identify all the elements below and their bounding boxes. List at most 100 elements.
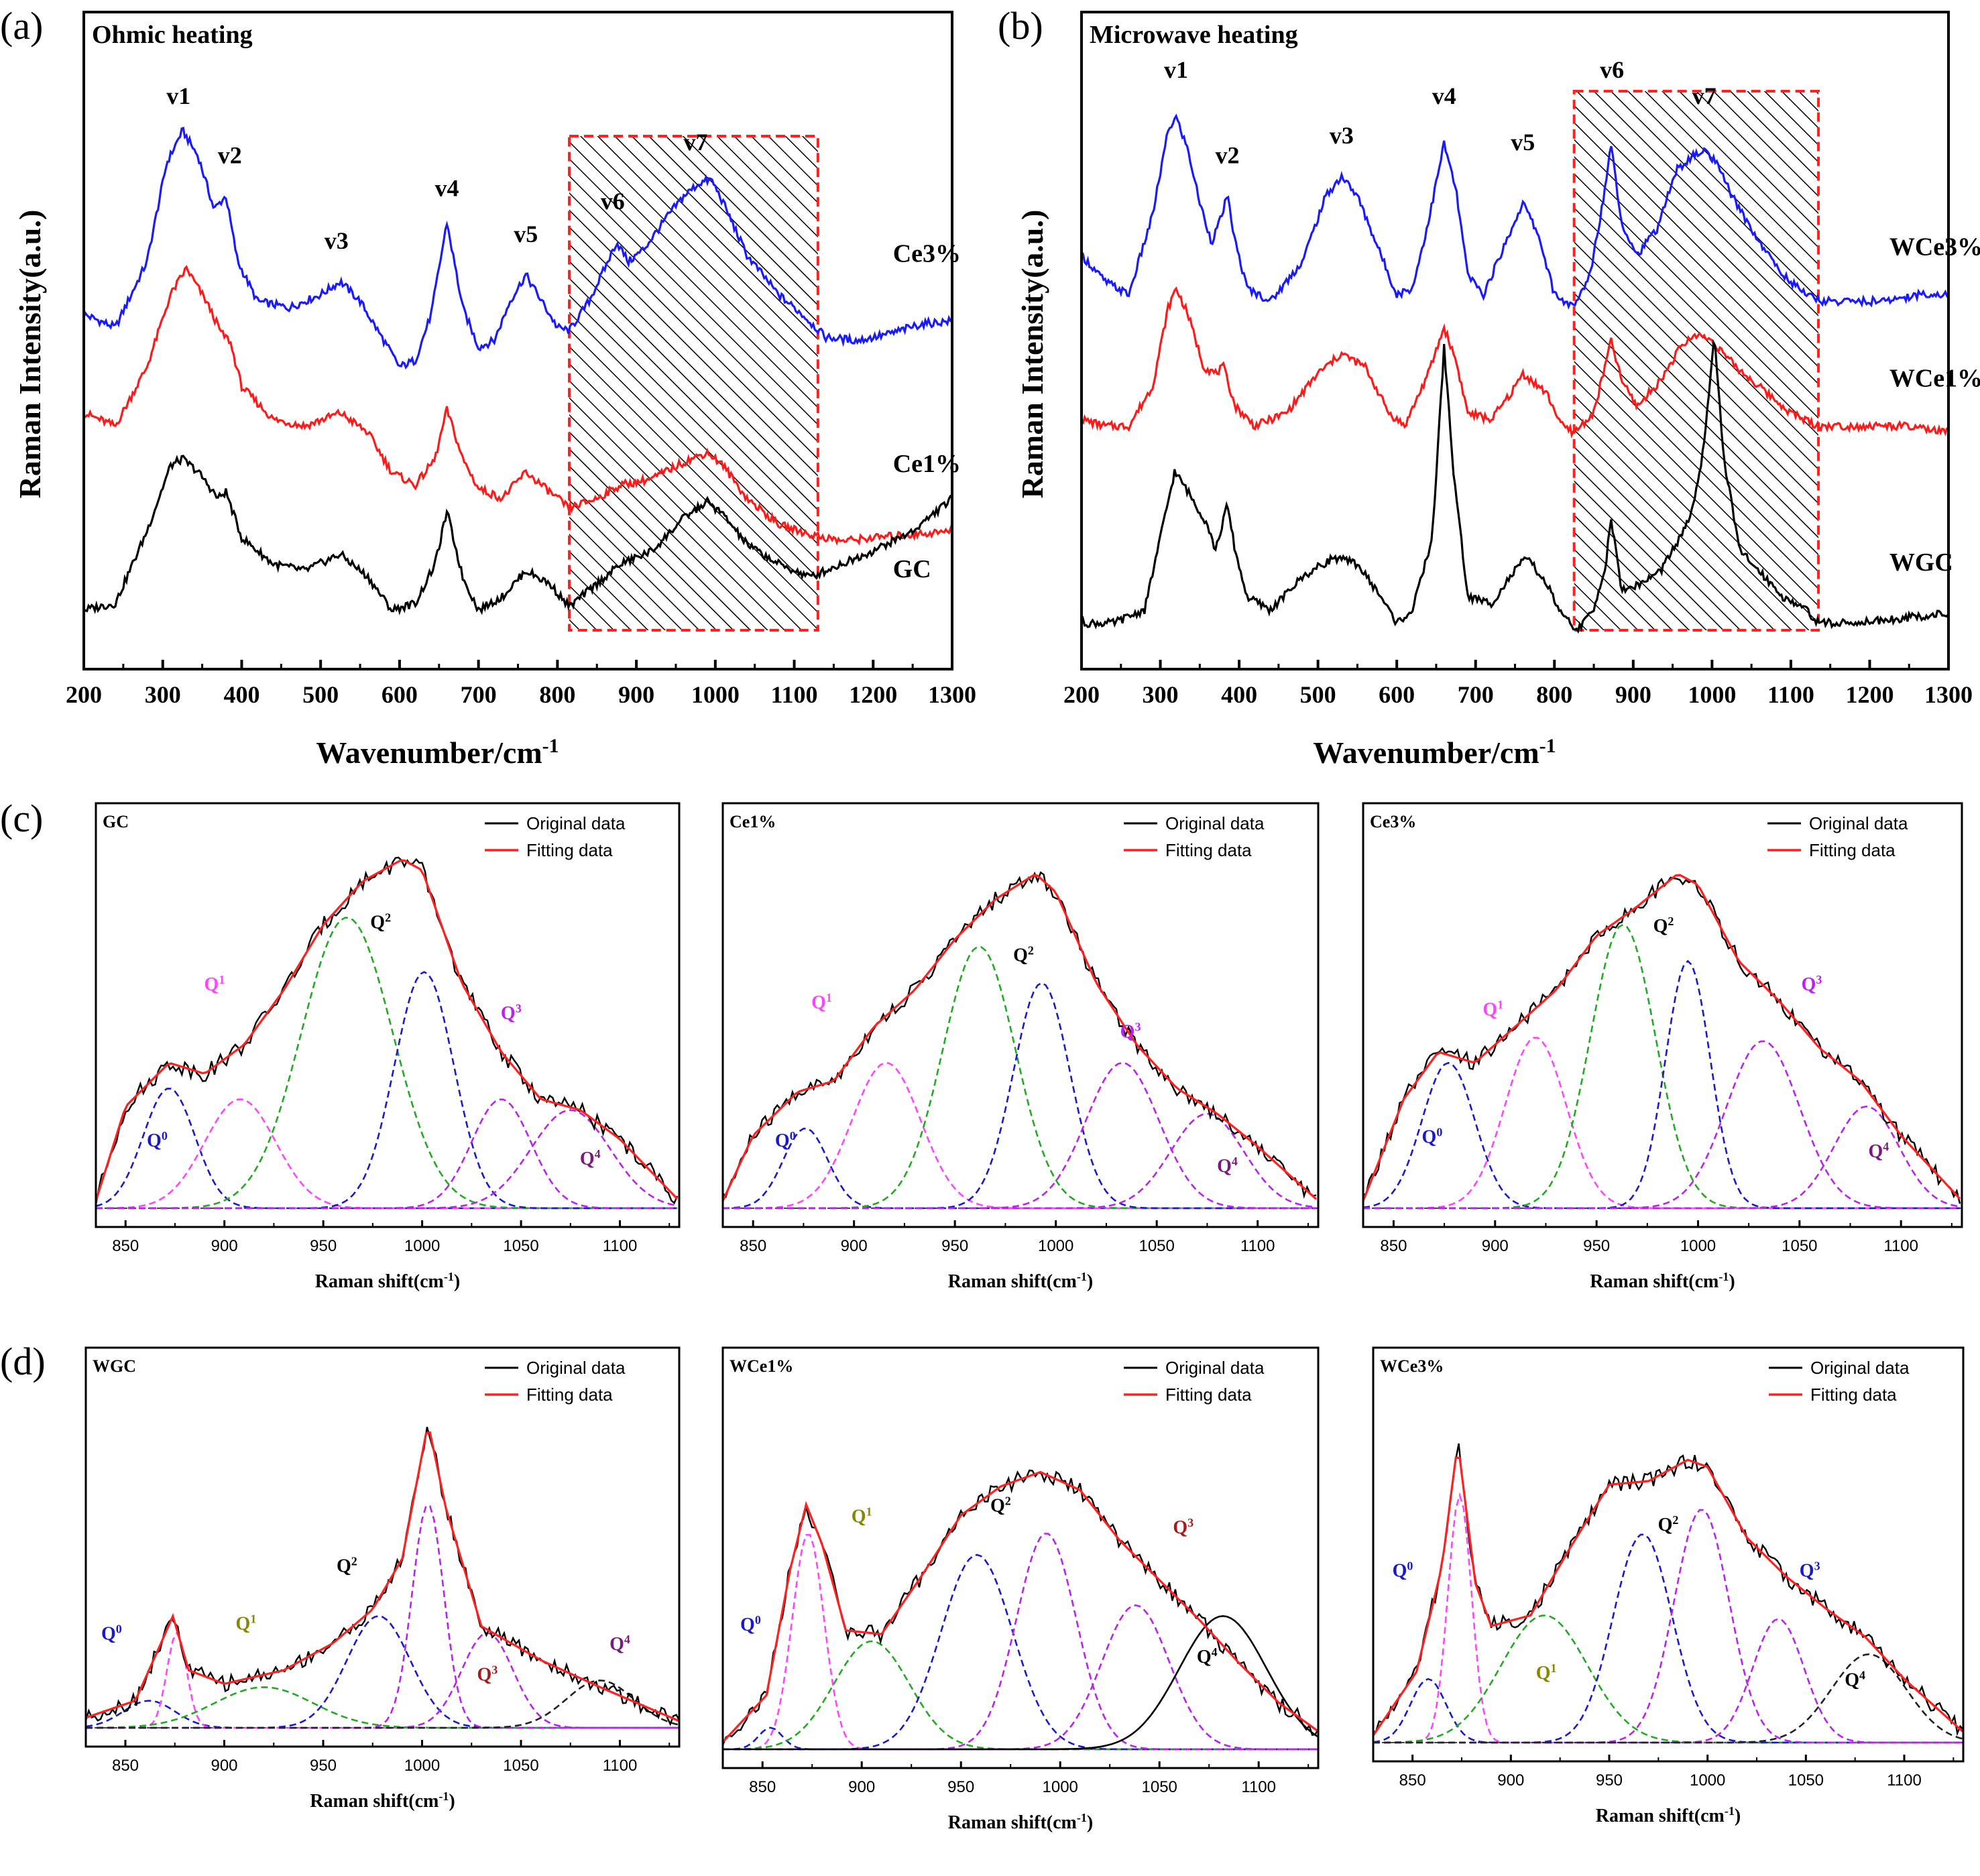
label-sup: -1 bbox=[1719, 1270, 1729, 1283]
label-base: Q bbox=[811, 992, 826, 1013]
component-peak-2 bbox=[86, 1686, 679, 1729]
x-tick-label: 600 bbox=[1379, 681, 1415, 708]
x-tick-label: 850 bbox=[1380, 1237, 1407, 1255]
plot-title: WCe3% bbox=[1380, 1356, 1444, 1376]
series-label-WGC: WGC bbox=[1889, 548, 1953, 577]
peak-label-v6: v6 bbox=[1600, 56, 1624, 83]
legend-fitting-data: Fitting data bbox=[526, 840, 613, 860]
plot-frame bbox=[721, 1346, 1320, 1769]
x-tick-label: 1100 bbox=[1240, 1237, 1275, 1255]
component-peak-0 bbox=[85, 1700, 679, 1729]
y-axis-label: Raman Intensity(a.u.) bbox=[13, 210, 47, 499]
fitting-data-line bbox=[1362, 874, 1961, 1201]
label-base: Q bbox=[337, 1556, 351, 1577]
label-sup: 1 bbox=[1551, 1661, 1557, 1675]
label-sup: 0 bbox=[1407, 1559, 1413, 1572]
x-axis-label: Raman shift(cm-1) bbox=[1596, 1804, 1741, 1826]
component-peak-2 bbox=[96, 917, 678, 1210]
q-label-3: Q3 bbox=[1802, 973, 1822, 995]
label-tail: ) bbox=[1729, 1271, 1735, 1292]
x-tick-label: 900 bbox=[841, 1237, 868, 1255]
label-sup: -1 bbox=[1539, 735, 1556, 757]
panel-d-WCe1: 850 900 950 1000 1050 1100 WCe1% Original data F… bbox=[721, 1346, 1320, 1833]
component-peak-5 bbox=[86, 1632, 679, 1729]
series-line-GC bbox=[82, 455, 953, 615]
label-sup: 4 bbox=[1212, 1645, 1218, 1659]
series-line-Ce1% bbox=[83, 265, 953, 546]
label-base: Q bbox=[1197, 1647, 1212, 1667]
label-sup: 4 bbox=[1859, 1669, 1865, 1682]
q-label-2: Q2 bbox=[1653, 915, 1674, 937]
label-sup: 2 bbox=[385, 911, 391, 925]
label-base: Q bbox=[501, 1003, 516, 1024]
q-label-1: Q1 bbox=[1536, 1661, 1557, 1684]
label-base: Q bbox=[1173, 1517, 1187, 1538]
label-base: Q bbox=[1482, 1000, 1497, 1020]
series-line-WGC bbox=[1080, 339, 1950, 634]
q-label-1: Q1 bbox=[236, 1613, 257, 1635]
component-peak-3 bbox=[1373, 1533, 1963, 1744]
label-sup: 0 bbox=[790, 1129, 796, 1142]
label-base: Q bbox=[236, 1614, 251, 1635]
x-tick-label: 900 bbox=[211, 1757, 237, 1775]
legend-original-data: Original data bbox=[1810, 1358, 1910, 1378]
x-tick-label: 500 bbox=[1300, 681, 1336, 708]
q-label-0: Q0 bbox=[1393, 1559, 1413, 1581]
shaded-region bbox=[568, 135, 819, 632]
label-base: Q bbox=[477, 1664, 491, 1685]
legend-original-data: Original data bbox=[1809, 813, 1908, 833]
label-sup: 4 bbox=[1883, 1140, 1889, 1153]
plot-frame bbox=[84, 1346, 681, 1748]
x-tick-label: 500 bbox=[302, 681, 339, 708]
legend-original-data: Original data bbox=[1165, 1358, 1265, 1378]
original-data-line bbox=[721, 1469, 1320, 1746]
panel-c-GC: (c) 850 900 950 1000 1050 1100 GC Original data F… bbox=[0, 797, 681, 1292]
x-tick-label: 1050 bbox=[503, 1757, 538, 1775]
label-base: Q bbox=[1802, 974, 1816, 995]
series-label-WCe3%: WCe3% bbox=[1889, 233, 1980, 261]
legend-original-data: Original data bbox=[526, 813, 626, 833]
q-label-3: Q3 bbox=[477, 1663, 498, 1685]
component-peak-5 bbox=[723, 1604, 1318, 1751]
legend-fitting-data: Fitting data bbox=[1165, 840, 1252, 860]
legend-fitting-data: Fitting data bbox=[1809, 840, 1896, 860]
plot-title: GC bbox=[103, 812, 129, 831]
component-peak-5 bbox=[1373, 1618, 1963, 1744]
x-tick-label: 850 bbox=[112, 1757, 139, 1775]
x-tick-label: 1000 bbox=[691, 681, 740, 708]
x-axis-label: Raman shift(cm-1) bbox=[310, 1790, 455, 1812]
x-tick-label: 1000 bbox=[1680, 1237, 1716, 1255]
label-sup: 3 bbox=[1814, 1559, 1820, 1572]
x-tick-label: 1000 bbox=[1690, 1771, 1725, 1790]
x-tick-label: 1000 bbox=[404, 1757, 440, 1775]
x-tick-label: 1100 bbox=[1767, 681, 1814, 708]
series-line-WCe3% bbox=[1080, 113, 1950, 310]
panel-d-WCe3: 850 900 950 1000 1050 1100 WCe3% Original data F… bbox=[1372, 1346, 1965, 1826]
x-tick-label: 950 bbox=[1596, 1771, 1623, 1790]
label-base: Raman shift(cm bbox=[1596, 1806, 1725, 1826]
x-tick-label: 850 bbox=[749, 1778, 776, 1796]
q-label-4: Q4 bbox=[1868, 1140, 1889, 1162]
q-label-2: Q2 bbox=[1658, 1513, 1679, 1535]
label-sup: 2 bbox=[351, 1555, 357, 1568]
peak-label-v4: v4 bbox=[435, 174, 459, 201]
label-base: Wavenumber/cm bbox=[1313, 736, 1539, 770]
x-tick-label: 800 bbox=[539, 681, 575, 708]
q-label-3: Q3 bbox=[501, 1002, 522, 1024]
x-tick-label: 1000 bbox=[1043, 1778, 1078, 1796]
label-tail: ) bbox=[1087, 1271, 1093, 1292]
label-base: Q bbox=[990, 1496, 1005, 1517]
legend-fitting-data: Fitting data bbox=[526, 1385, 613, 1405]
q-label-2: Q2 bbox=[990, 1494, 1011, 1517]
x-tick-label: 950 bbox=[941, 1237, 968, 1255]
panel-c-Ce3: 850 900 950 1000 1050 1100 Ce3% Original data Fi… bbox=[1362, 802, 1963, 1292]
x-axis-label: Wavenumber/cm-1 bbox=[1313, 735, 1556, 770]
label-base: Q bbox=[1536, 1663, 1551, 1684]
peak-label-v2: v2 bbox=[218, 141, 242, 168]
x-tick-label: 900 bbox=[211, 1237, 238, 1255]
x-tick-label: 950 bbox=[1583, 1237, 1610, 1255]
label-sup: 3 bbox=[1134, 1020, 1141, 1033]
component-peak-1 bbox=[86, 1631, 679, 1729]
x-axis-label: Wavenumber/cm-1 bbox=[316, 735, 559, 770]
